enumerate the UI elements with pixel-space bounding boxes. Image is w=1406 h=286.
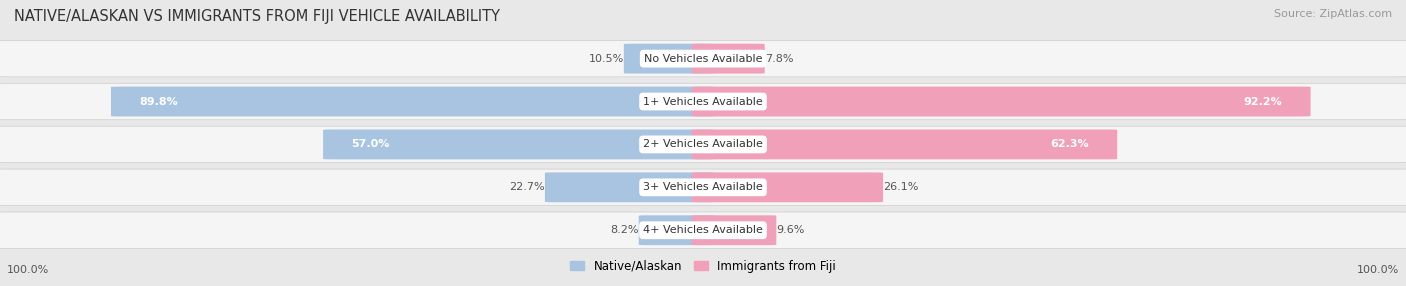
FancyBboxPatch shape <box>546 172 714 202</box>
Legend: Native/Alaskan, Immigrants from Fiji: Native/Alaskan, Immigrants from Fiji <box>565 255 841 277</box>
FancyBboxPatch shape <box>0 212 1406 249</box>
Text: NATIVE/ALASKAN VS IMMIGRANTS FROM FIJI VEHICLE AVAILABILITY: NATIVE/ALASKAN VS IMMIGRANTS FROM FIJI V… <box>14 9 501 23</box>
Text: 7.8%: 7.8% <box>765 54 793 63</box>
Text: 1+ Vehicles Available: 1+ Vehicles Available <box>643 97 763 106</box>
Text: 57.0%: 57.0% <box>352 140 389 149</box>
Text: 10.5%: 10.5% <box>589 54 624 63</box>
FancyBboxPatch shape <box>638 215 714 245</box>
Text: 4+ Vehicles Available: 4+ Vehicles Available <box>643 225 763 235</box>
Text: 8.2%: 8.2% <box>610 225 638 235</box>
Text: 62.3%: 62.3% <box>1050 140 1090 149</box>
FancyBboxPatch shape <box>692 130 1118 159</box>
FancyBboxPatch shape <box>692 172 883 202</box>
Text: 100.0%: 100.0% <box>1357 265 1399 275</box>
FancyBboxPatch shape <box>323 130 714 159</box>
FancyBboxPatch shape <box>111 87 714 116</box>
Text: 9.6%: 9.6% <box>776 225 804 235</box>
Text: 100.0%: 100.0% <box>7 265 49 275</box>
Text: 3+ Vehicles Available: 3+ Vehicles Available <box>643 182 763 192</box>
Text: 22.7%: 22.7% <box>509 182 546 192</box>
FancyBboxPatch shape <box>0 83 1406 120</box>
Text: No Vehicles Available: No Vehicles Available <box>644 54 762 63</box>
FancyBboxPatch shape <box>692 87 1310 116</box>
FancyBboxPatch shape <box>0 169 1406 206</box>
Text: 92.2%: 92.2% <box>1244 97 1282 106</box>
FancyBboxPatch shape <box>692 215 776 245</box>
Text: 26.1%: 26.1% <box>883 182 918 192</box>
FancyBboxPatch shape <box>0 126 1406 163</box>
Text: 89.8%: 89.8% <box>139 97 177 106</box>
FancyBboxPatch shape <box>0 40 1406 77</box>
FancyBboxPatch shape <box>692 44 765 74</box>
Text: 2+ Vehicles Available: 2+ Vehicles Available <box>643 140 763 149</box>
FancyBboxPatch shape <box>624 44 714 74</box>
Text: Source: ZipAtlas.com: Source: ZipAtlas.com <box>1274 9 1392 19</box>
